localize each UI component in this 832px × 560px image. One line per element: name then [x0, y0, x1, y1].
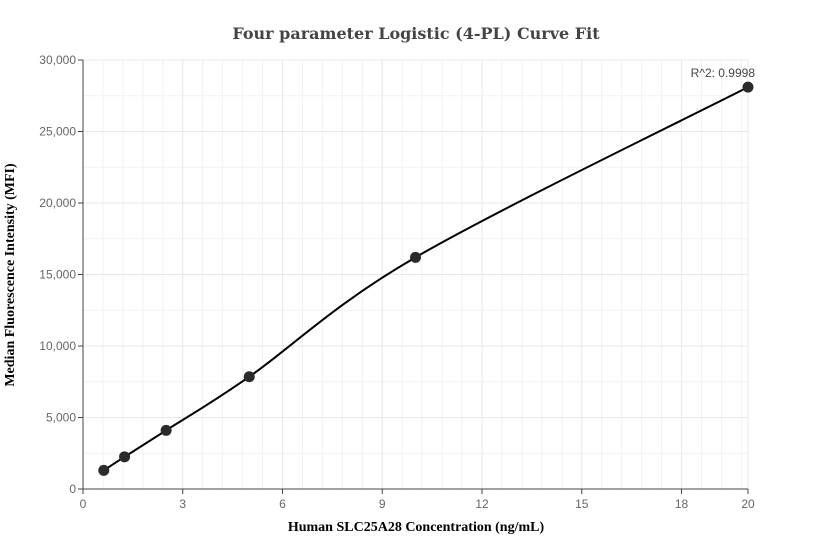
y-axis-label: Median Fluorescence Intensity (MFI) — [3, 163, 18, 387]
grid — [83, 59, 749, 489]
y-tick-label: 30,000 — [39, 53, 76, 67]
r-squared-annotation: R^2: 0.9998 — [691, 66, 756, 80]
data-point — [742, 81, 754, 93]
data-point — [243, 371, 255, 383]
x-tick-label: 15 — [575, 497, 589, 511]
data-point — [160, 424, 172, 436]
x-tick-label: 18 — [675, 497, 689, 511]
chart-title: Four parameter Logistic (4-PL) Curve Fit — [232, 24, 600, 43]
y-tick-label: 5,000 — [46, 411, 76, 425]
x-tick-label: 20 — [741, 497, 755, 511]
y-tick-label: 25,000 — [39, 125, 76, 139]
x-tick-label: 6 — [279, 497, 286, 511]
data-point — [119, 451, 131, 463]
data-point — [98, 464, 110, 476]
x-tick-label: 12 — [475, 497, 489, 511]
x-tick-label: 3 — [179, 497, 186, 511]
x-tick-label: 9 — [379, 497, 386, 511]
y-tick-label: 0 — [69, 482, 76, 496]
axes: 0 3 6 9 12 15 18 20 0 5,000 10,000 15,000 20,000 25,0… — [39, 53, 755, 511]
y-tick-label: 20,000 — [39, 196, 76, 210]
y-tick-label: 15,000 — [39, 268, 76, 282]
data-points — [98, 81, 754, 476]
fit-curve — [103, 86, 749, 472]
x-tick-label: 0 — [80, 497, 87, 511]
y-tick-label: 10,000 — [39, 339, 76, 353]
x-axis-label: Human SLC25A28 Concentration (ng/mL) — [288, 520, 545, 535]
data-point — [410, 251, 421, 263]
